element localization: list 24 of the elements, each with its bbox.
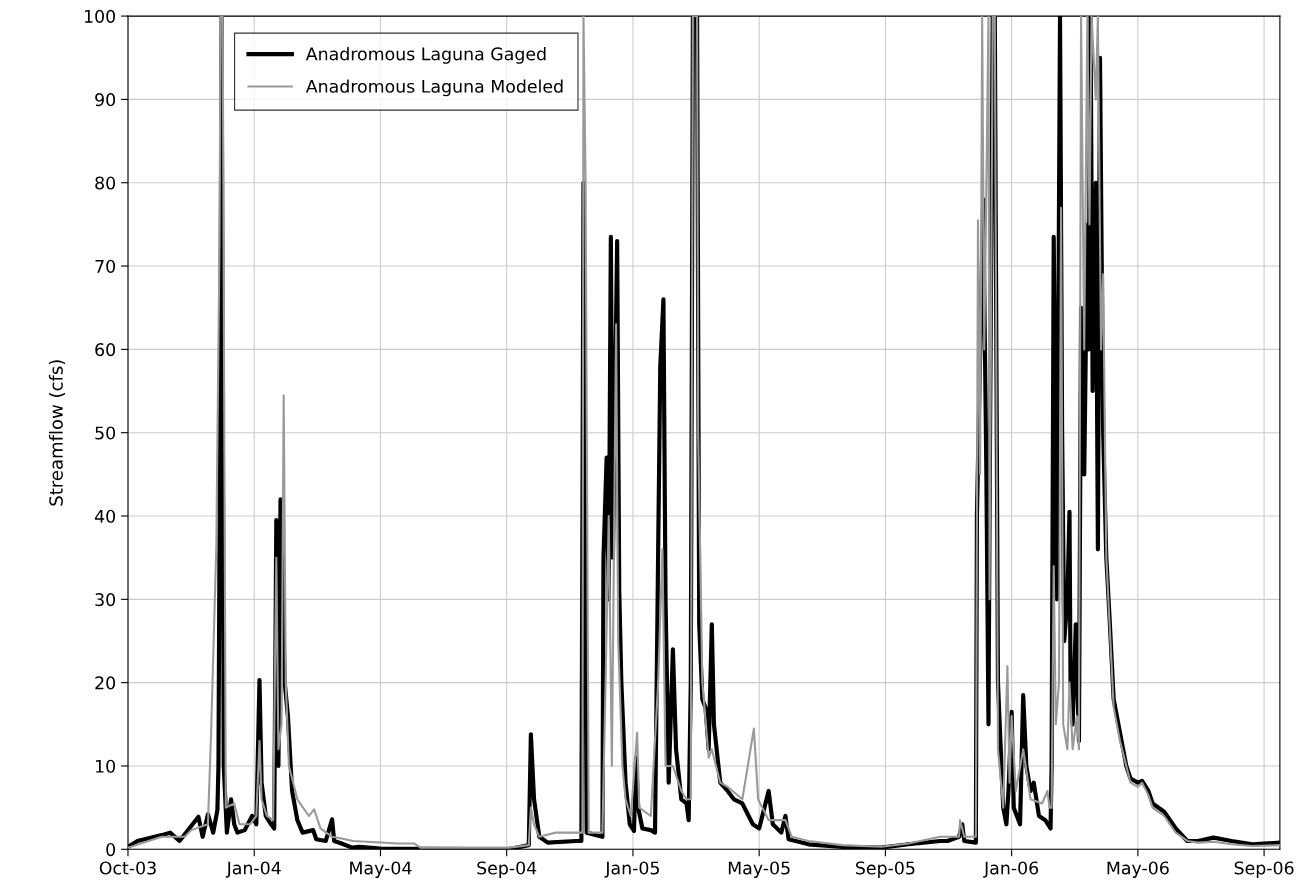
- legend-label: Anadromous Laguna Modeled: [305, 79, 563, 97]
- y-tick-label: 30: [95, 593, 116, 607]
- x-tick-label: Jan-04: [225, 861, 281, 878]
- y-tick-label: 60: [95, 343, 116, 357]
- y-tick-label: 70: [95, 259, 116, 273]
- x-tick-label: Sep-05: [856, 861, 915, 878]
- y-tick-label: 100: [84, 9, 116, 23]
- y-tick-label: 0: [106, 843, 116, 857]
- x-tick-label: May-06: [1107, 861, 1169, 878]
- x-tick-label: Sep-06: [1234, 861, 1294, 878]
- x-tick-label: Oct-03: [99, 861, 156, 875]
- y-tick-label: 20: [95, 676, 116, 690]
- y-tick-label: 10: [96, 759, 116, 773]
- legend-label: Anadromous Laguna Gaged: [305, 46, 546, 64]
- x-tick-label: May-04: [350, 861, 412, 878]
- y-tick-label: 50: [95, 426, 116, 440]
- x-tick-label: Sep-04: [477, 861, 537, 878]
- y-tick-label: 90: [95, 93, 116, 107]
- y-tick-label: 40: [94, 509, 116, 523]
- x-tick-label: Jan-05: [604, 861, 659, 878]
- x-tick-label: Jan-06: [983, 861, 1039, 878]
- y-tick-label: 80: [95, 176, 116, 190]
- x-tick-label: May-05: [728, 861, 790, 878]
- y-axis-title: Streamflow (cfs): [48, 360, 65, 506]
